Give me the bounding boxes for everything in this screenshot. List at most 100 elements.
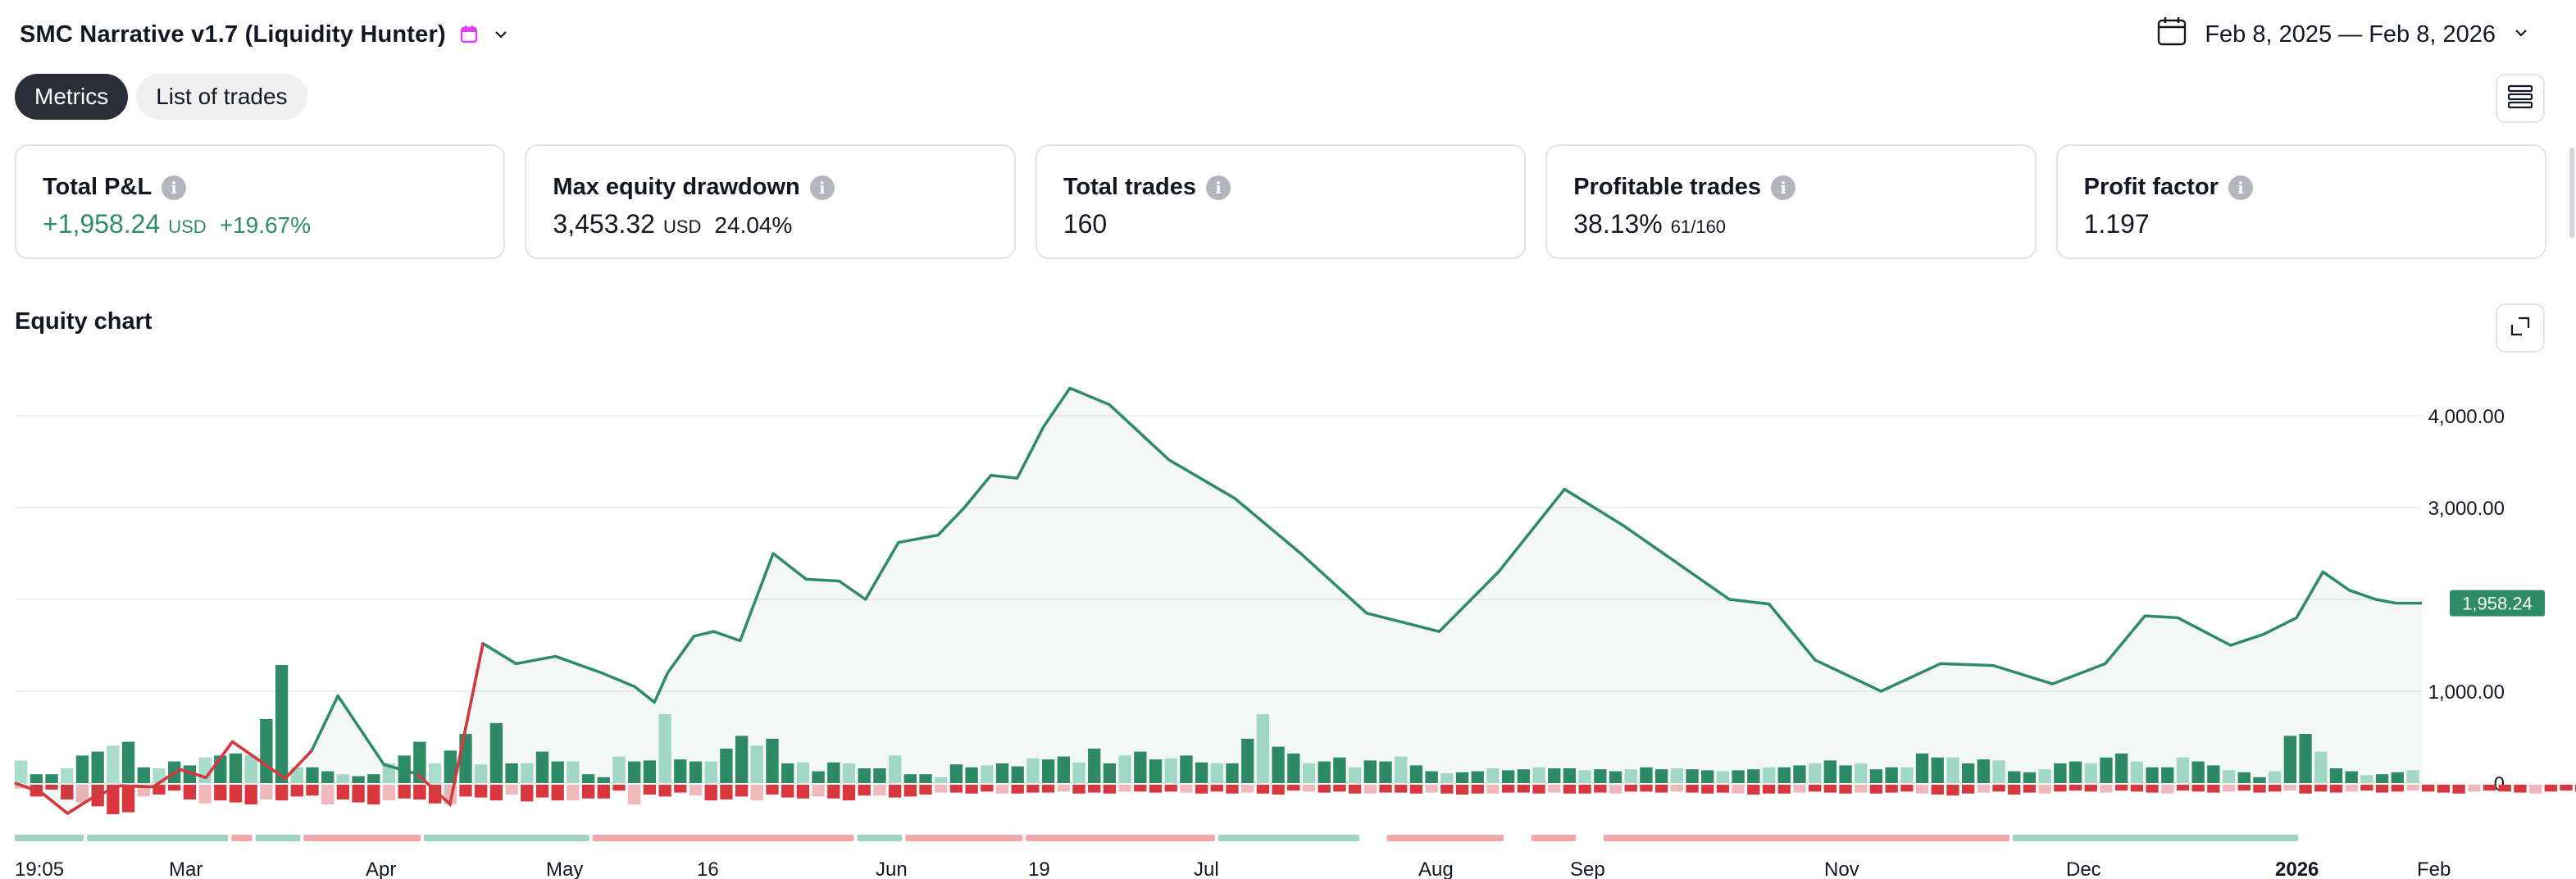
x-tick-label: Jul: [1194, 859, 1219, 879]
profit-bar: [567, 761, 580, 783]
loss-bar: [1609, 785, 1623, 794]
profit-bar: [2283, 736, 2297, 783]
loss-bar: [2146, 785, 2159, 793]
profitable-trades-ratio: 61/160: [1670, 216, 1727, 237]
loss-bar: [2176, 785, 2190, 791]
loss-bar: [2544, 785, 2557, 792]
tab-metrics[interactable]: Metrics: [15, 74, 129, 120]
equity-chart[interactable]: 4,000.00 3,000.00 1,000.00 0 1,958.24 19:05 Ma…: [0, 344, 2576, 879]
info-icon[interactable]: i: [1771, 175, 1796, 200]
layout-toggle-button[interactable]: [2496, 74, 2545, 123]
loss-bar: [1716, 785, 1730, 793]
loss-bar: [2375, 785, 2389, 793]
loss-bar: [1839, 785, 1852, 794]
loss-bar: [75, 785, 89, 803]
loss-bar: [2360, 785, 2373, 791]
info-icon[interactable]: i: [162, 175, 187, 200]
loss-bar: [551, 785, 564, 801]
loss-bar: [2207, 785, 2220, 793]
profit-bar: [903, 774, 917, 783]
expand-chart-button[interactable]: [2496, 303, 2545, 353]
chevron-down-icon[interactable]: [492, 25, 510, 43]
profit-bar: [229, 754, 243, 783]
loss-bar: [152, 785, 166, 795]
profit-bar: [827, 762, 840, 783]
loss-bar: [1808, 785, 1822, 792]
loss-bar: [1026, 785, 1040, 793]
loss-bar: [689, 785, 703, 796]
loss-bar: [1425, 785, 1438, 793]
profit-bar: [1287, 754, 1300, 783]
profit-bar: [475, 764, 488, 783]
loss-bar: [612, 785, 626, 791]
profit-bar: [489, 722, 503, 783]
profit-bar: [643, 760, 657, 783]
loss-bar: [1885, 785, 1898, 793]
drawdown-strip-segment: [592, 835, 854, 841]
loss-bar: [2391, 785, 2404, 792]
info-icon[interactable]: i: [809, 175, 835, 200]
y-tick-label: 3,000.00: [2428, 498, 2505, 520]
loss-bar: [2084, 785, 2097, 792]
y-tick-label: 0: [2494, 773, 2505, 795]
drawdown-strip-segment: [303, 835, 421, 841]
strategy-header[interactable]: SMC Narrative v1.7 (Liquidity Hunter): [20, 15, 510, 54]
profit-bar: [1486, 768, 1500, 783]
loss-bar: [2161, 785, 2174, 794]
loss-bar: [2468, 785, 2481, 792]
profit-bar: [2391, 772, 2404, 783]
last-value-label: 1,958.24: [2462, 594, 2533, 614]
profit-bar: [1011, 766, 1024, 783]
strategy-title[interactable]: SMC Narrative v1.7 (Liquidity Hunter): [20, 20, 446, 48]
scrollbar[interactable]: [2569, 148, 2574, 238]
loss-bar: [949, 785, 963, 793]
loss-bar: [1732, 785, 1745, 794]
loss-bar: [567, 785, 580, 801]
tab-list-of-trades[interactable]: List of trades: [136, 74, 307, 120]
profit-bar: [1977, 759, 1991, 783]
y-tick-label: 1,000.00: [2428, 681, 2505, 704]
loss-bar: [935, 785, 948, 793]
profit-bar: [842, 763, 856, 783]
loss-bar: [1226, 785, 1239, 794]
profit-bar: [30, 774, 43, 783]
profit-bar: [2130, 761, 2144, 783]
profit-bar: [689, 761, 703, 783]
expand-icon: [2509, 315, 2532, 342]
date-range-selector[interactable]: Feb 8, 2025 — Feb 8, 2026: [2155, 15, 2530, 54]
profit-bar: [2222, 770, 2236, 783]
profit-bar: [2299, 734, 2312, 783]
profit-bar: [2146, 767, 2159, 783]
loss-bar: [1747, 785, 1760, 795]
loss-bar: [1088, 785, 1101, 793]
info-icon[interactable]: i: [2228, 175, 2253, 200]
profitable-trades-value: 38.13%: [1573, 209, 1663, 239]
profit-bar: [1088, 749, 1101, 783]
profit-bar: [658, 714, 671, 783]
loss-bar: [61, 785, 74, 799]
info-icon[interactable]: i: [1206, 175, 1231, 200]
max-drawdown-value: 3,453.32: [553, 209, 655, 239]
loss-bar: [1409, 785, 1423, 794]
loss-bar: [1272, 785, 1285, 795]
loss-bar: [1793, 785, 1806, 793]
profit-bar: [275, 665, 289, 783]
profit-bar: [1885, 767, 1898, 783]
profit-bar: [597, 777, 610, 783]
x-tick-label: Apr: [366, 859, 396, 879]
drawdown-strip-segment: [1603, 835, 2009, 841]
loss-bar: [2483, 785, 2496, 791]
loss-bar: [475, 785, 488, 798]
profit-bar: [1134, 751, 1147, 783]
loss-bar: [1195, 785, 1208, 794]
profit-bar: [505, 763, 518, 783]
profit-bar: [1609, 771, 1623, 783]
calendar-icon: [2155, 15, 2188, 54]
loss-bar: [704, 785, 717, 801]
loss-bar: [321, 785, 335, 804]
profit-bar: [1103, 763, 1117, 783]
profit-bar: [1164, 758, 1177, 783]
loss-bar: [1287, 785, 1300, 791]
x-tick-label: 19:05: [15, 859, 64, 879]
profit-bar: [2207, 765, 2220, 783]
